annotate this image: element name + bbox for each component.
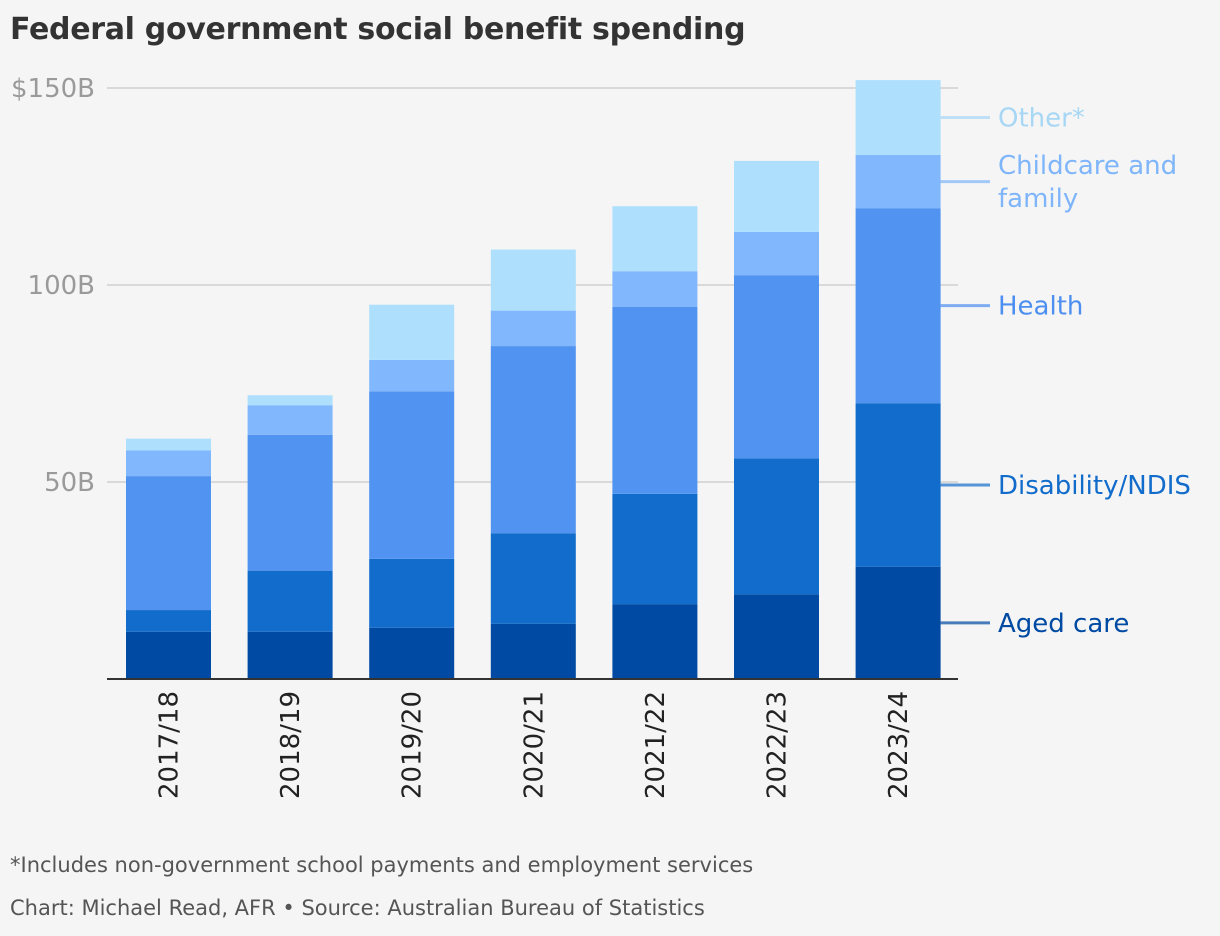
bar-segment [126, 476, 211, 611]
bar-segment [247, 434, 333, 571]
bar-segment [369, 304, 455, 360]
bar-stack [490, 249, 576, 679]
legend-label: Other* [998, 104, 1085, 134]
x-tick-label: 2023/24 [884, 691, 914, 799]
bar-segment [126, 438, 211, 451]
bar-segment [855, 403, 941, 567]
bar-segment [612, 206, 698, 272]
bar-stack [369, 304, 455, 679]
bar-segment [369, 627, 455, 679]
x-tick-label: 2020/21 [519, 691, 549, 799]
y-axis-ticks: 50B 100B $150B [11, 74, 95, 498]
bar-segment [612, 306, 698, 494]
bar-segment [855, 208, 941, 404]
bar-segment [126, 631, 211, 679]
y-tick-label: $150B [11, 74, 95, 104]
bar-segment [490, 623, 576, 679]
legend-label: Disability/NDIS [998, 471, 1191, 501]
bar-segment [734, 275, 819, 459]
legend-label: Health [998, 292, 1083, 322]
bar-stack [612, 206, 698, 679]
bar-segment [490, 249, 576, 311]
bar-segment [490, 346, 576, 534]
x-tick-label: 2021/22 [641, 691, 671, 799]
bar-segment [855, 154, 941, 209]
stacked-bar-chart: 50B 100B $150B 2017/18 2018/19 2019/20 2020/2… [11, 74, 1191, 799]
bar-segment [247, 405, 333, 435]
legend-label: family [998, 184, 1078, 214]
bar-segment [369, 558, 455, 628]
bar-stack [855, 80, 941, 679]
bar-segment [126, 450, 211, 477]
footnote: *Includes non-government school payments… [10, 853, 754, 877]
legend-label: Aged care [998, 609, 1129, 639]
bar-stack [126, 438, 211, 679]
bar-segment [734, 594, 819, 679]
bar-segment [247, 395, 333, 406]
bar-segment [612, 493, 698, 605]
bar-segment [490, 310, 576, 347]
source-credit: Chart: Michael Read, AFR • Source: Austr… [10, 896, 705, 920]
chart-title: Federal government social benefit spendi… [10, 12, 746, 47]
bar-segment [490, 533, 576, 624]
y-tick-label: 50B [44, 468, 95, 498]
bar-segment [612, 271, 698, 307]
x-tick-label: 2017/18 [155, 691, 185, 799]
bar-segment [734, 231, 819, 276]
bar-segment [247, 570, 333, 632]
bar-segment [369, 391, 455, 559]
bar-segment [369, 359, 455, 392]
bar-segment [612, 604, 698, 679]
bar-segment [247, 631, 333, 679]
x-tick-label: 2018/19 [276, 691, 306, 799]
x-tick-label: 2019/20 [398, 691, 428, 799]
x-axis-ticks: 2017/18 2018/19 2019/20 2020/21 2021/22 2022/… [155, 691, 915, 799]
y-tick-label: 100B [28, 271, 95, 301]
bar-segment [126, 610, 211, 632]
bar-segment [855, 80, 941, 155]
bar-segment [734, 160, 819, 232]
legend-label: Childcare and [998, 151, 1177, 181]
legend: Aged care Disability/NDIS Health Childcare … [940, 104, 1191, 639]
bar-segment [734, 458, 819, 595]
bar-stack [247, 395, 333, 679]
bar-segment [855, 566, 941, 679]
bars [126, 80, 941, 679]
bar-stack [734, 160, 819, 679]
x-tick-label: 2022/23 [763, 691, 793, 799]
